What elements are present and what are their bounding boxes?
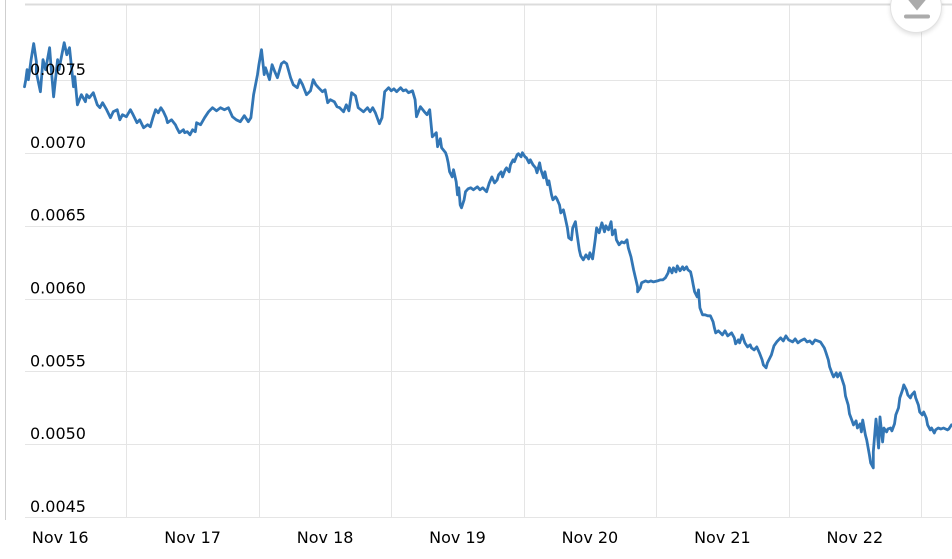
y-tick-label: 0.0060	[30, 279, 86, 298]
x-tick-label: Nov 16	[32, 528, 89, 547]
download-button[interactable]	[890, 0, 942, 33]
x-tick-label: Nov 22	[826, 528, 883, 547]
x-tick-label: Nov 21	[694, 528, 751, 547]
price-line	[23, 41, 952, 470]
y-tick-label: 0.0055	[30, 351, 86, 370]
x-tick-label: Nov 20	[562, 528, 619, 547]
y-tick-label: 0.0045	[30, 497, 86, 516]
download-icon	[904, 0, 930, 19]
x-tick-label: Nov 17	[164, 528, 221, 547]
x-tick-label: Nov 18	[297, 528, 354, 547]
y-tick-label: 0.0070	[30, 133, 86, 152]
x-tick-label: Nov 19	[429, 528, 486, 547]
y-tick-label: 0.0050	[30, 424, 86, 443]
y-tick-label: 0.0065	[30, 206, 86, 225]
y-tick-label: 0.0075	[30, 60, 86, 79]
